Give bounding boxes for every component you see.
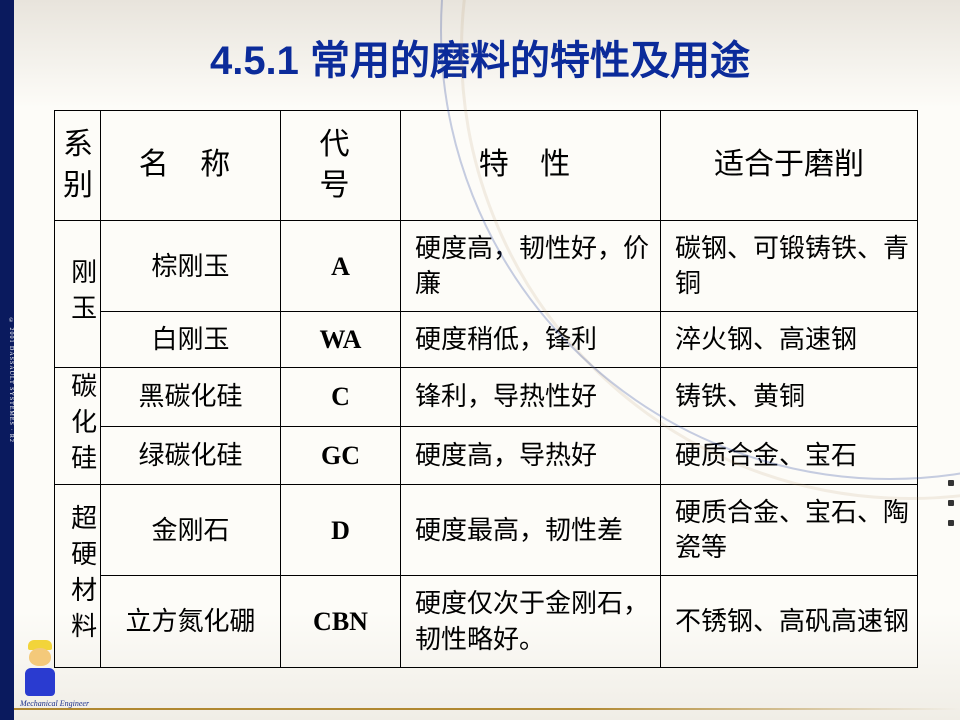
cell-code: A xyxy=(281,221,401,312)
cell-code: C xyxy=(281,368,401,427)
table-row: 刚玉 棕刚玉 A 硬度高，韧性好，价廉 碳钢、可锻铸铁、青铜 xyxy=(55,221,918,312)
col-header-code: 代 号 xyxy=(281,111,401,221)
abrasives-table: 系别 名 称 代 号 特 性 适合于磨削 刚玉 棕刚玉 A 硬度高，韧性好，价廉… xyxy=(54,110,918,668)
cell-code: WA xyxy=(281,312,401,368)
cell-name: 白刚玉 xyxy=(101,312,281,368)
cell-code: D xyxy=(281,485,401,576)
col-header-series: 系别 xyxy=(55,111,101,221)
right-edge-markers xyxy=(946,466,956,540)
cell-use: 硬质合金、宝石、陶瓷等 xyxy=(661,485,918,576)
cell-prop: 锋利，导热性好 xyxy=(401,368,661,427)
table-header-row: 系别 名 称 代 号 特 性 适合于磨削 xyxy=(55,111,918,221)
cell-prop: 硬度最高，韧性差 xyxy=(401,485,661,576)
cell-code: GC xyxy=(281,426,401,485)
cell-name: 黑碳化硅 xyxy=(101,368,281,427)
cell-prop: 硬度高，导热好 xyxy=(401,426,661,485)
series-cell-sic: 碳化硅 xyxy=(55,368,101,485)
table-row: 碳化硅 黑碳化硅 C 锋利，导热性好 铸铁、黄铜 xyxy=(55,368,918,427)
cell-prop: 硬度稍低，锋利 xyxy=(401,312,661,368)
cell-code: CBN xyxy=(281,576,401,667)
baseline-rule xyxy=(14,708,960,710)
col-header-use: 适合于磨削 xyxy=(661,111,918,221)
cell-prop: 硬度高，韧性好，价廉 xyxy=(401,221,661,312)
engineer-label: Mechanical Engineer xyxy=(20,699,89,708)
abrasives-table-container: 系别 名 称 代 号 特 性 适合于磨削 刚玉 棕刚玉 A 硬度高，韧性好，价廉… xyxy=(54,110,918,668)
left-copyright-strip: © 2001 DASSAULT SYSTEMES · R2 xyxy=(0,0,14,720)
engineer-mascot-icon xyxy=(18,640,62,696)
cell-prop: 硬度仅次于金刚石，韧性略好。 xyxy=(401,576,661,667)
table-row: 立方氮化硼 CBN 硬度仅次于金刚石，韧性略好。 不锈钢、高矾高速钢 xyxy=(55,576,918,667)
table-row: 绿碳化硅 GC 硬度高，导热好 硬质合金、宝石 xyxy=(55,426,918,485)
col-header-prop: 特 性 xyxy=(401,111,661,221)
table-body: 刚玉 棕刚玉 A 硬度高，韧性好，价廉 碳钢、可锻铸铁、青铜 白刚玉 WA 硬度… xyxy=(55,221,918,668)
page-title: 4.5.1 常用的磨料的特性及用途 xyxy=(0,0,960,110)
cell-use: 碳钢、可锻铸铁、青铜 xyxy=(661,221,918,312)
cell-use: 淬火钢、高速钢 xyxy=(661,312,918,368)
cell-name: 立方氮化硼 xyxy=(101,576,281,667)
table-row: 白刚玉 WA 硬度稍低，锋利 淬火钢、高速钢 xyxy=(55,312,918,368)
cell-use: 不锈钢、高矾高速钢 xyxy=(661,576,918,667)
cell-use: 硬质合金、宝石 xyxy=(661,426,918,485)
table-row: 超硬材料 金刚石 D 硬度最高，韧性差 硬质合金、宝石、陶瓷等 xyxy=(55,485,918,576)
cell-name: 棕刚玉 xyxy=(101,221,281,312)
cell-use: 铸铁、黄铜 xyxy=(661,368,918,427)
cell-name: 绿碳化硅 xyxy=(101,426,281,485)
cell-name: 金刚石 xyxy=(101,485,281,576)
series-cell-corundum: 刚玉 xyxy=(55,221,101,368)
col-header-name: 名 称 xyxy=(101,111,281,221)
